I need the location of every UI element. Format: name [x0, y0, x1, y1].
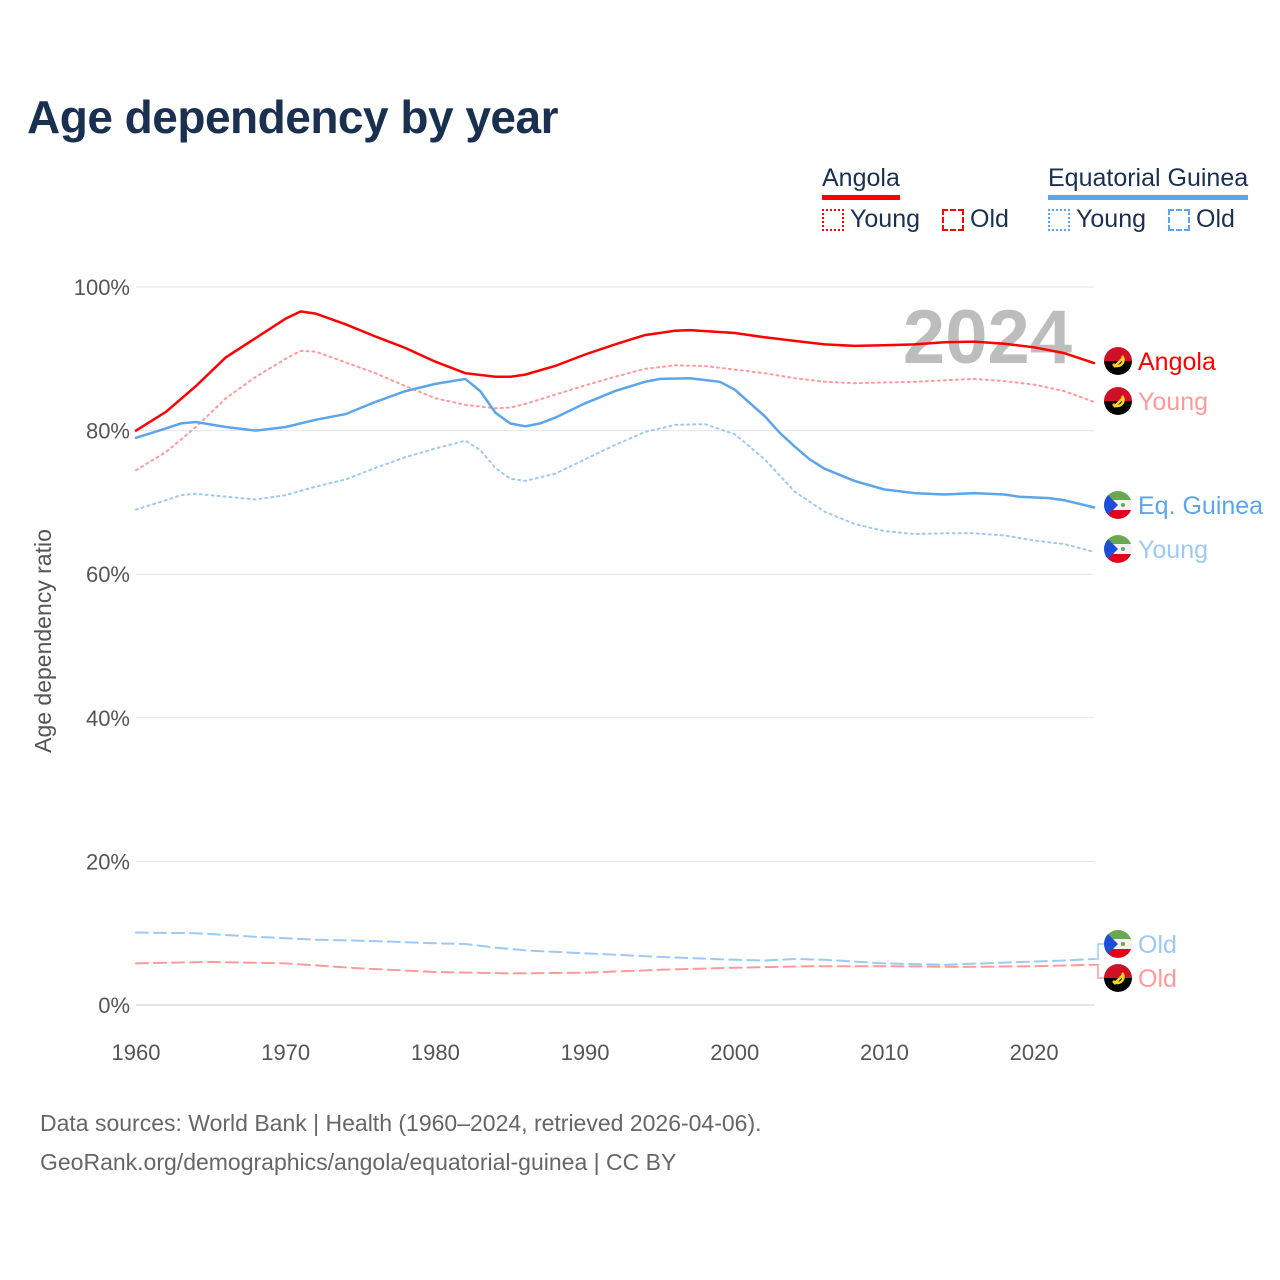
series-line-angola[interactable] — [134, 310, 1096, 432]
label-connector — [1094, 964, 1104, 979]
x-tick-label: 2010 — [860, 1040, 909, 1065]
x-tick-label: 1980 — [411, 1040, 460, 1065]
legend-angola[interactable]: Angola — [822, 164, 900, 200]
angola-flag-icon — [1104, 387, 1132, 415]
x-tick-label: 1960 — [112, 1040, 161, 1065]
y-tick-label: 0% — [98, 993, 130, 1018]
dotted-swatch-icon — [1048, 208, 1070, 231]
x-tick-label: 2000 — [710, 1040, 759, 1065]
y-tick-label: 40% — [86, 706, 130, 731]
chart-title: Age dependency by year — [27, 91, 558, 143]
legend-eq-guinea-young[interactable]: Young — [1048, 205, 1146, 234]
series-line-angola-young[interactable] — [135, 349, 1095, 472]
source-line-1: Data sources: World Bank | Health (1960–… — [40, 1110, 762, 1136]
y-tick-label: 80% — [86, 419, 130, 444]
x-tick-label: 1990 — [561, 1040, 610, 1065]
legend-angola-young[interactable]: Young — [822, 205, 920, 234]
series-end-label: Eq. Guinea — [1138, 492, 1263, 520]
series-end-label: Young — [1138, 536, 1208, 564]
legend-eq-guinea[interactable]: Equatorial Guinea — [1048, 164, 1249, 200]
year-watermark: 2024 — [903, 295, 1072, 380]
series-line-angola-old[interactable] — [135, 960, 1095, 975]
legend-label: Old — [1196, 205, 1235, 233]
legend-eq-guinea-old[interactable]: Old — [1168, 205, 1235, 234]
series-end-label: Angola — [1138, 348, 1216, 376]
legend-label: Old — [970, 205, 1009, 233]
dashed-swatch-icon — [1168, 208, 1190, 231]
angola-flag-icon — [1104, 964, 1132, 992]
eq-guinea-flag-icon — [1104, 535, 1132, 563]
label-connector — [1094, 943, 1104, 960]
eq-guinea-flag-icon — [1104, 930, 1132, 958]
dashed-swatch-icon — [942, 208, 964, 231]
x-tick-label: 1970 — [261, 1040, 310, 1065]
series-line-equatorial-guinea[interactable] — [134, 376, 1096, 509]
series-line-equatorial-guinea-old[interactable] — [135, 931, 1095, 966]
y-tick-label: 60% — [86, 562, 130, 587]
eq-guinea-flag-icon — [1104, 491, 1132, 519]
series-end-label: Old — [1138, 931, 1177, 959]
series-line-equatorial-guinea-young[interactable] — [135, 423, 1095, 553]
y-tick-label: 100% — [74, 275, 130, 300]
legend-label: Young — [850, 205, 920, 233]
angola-flag-icon — [1104, 347, 1132, 375]
legend-label: Young — [1076, 205, 1146, 233]
y-tick-label: 20% — [86, 849, 130, 874]
legend-angola-old[interactable]: Old — [942, 205, 1009, 234]
source-line-2[interactable]: GeoRank.org/demographics/angola/equatori… — [40, 1149, 677, 1175]
series-end-label: Young — [1138, 388, 1208, 416]
y-axis-label: Age dependency ratio — [30, 529, 56, 753]
dotted-swatch-icon — [822, 208, 844, 231]
series-end-label: Old — [1138, 965, 1177, 993]
x-tick-label: 2020 — [1010, 1040, 1059, 1065]
